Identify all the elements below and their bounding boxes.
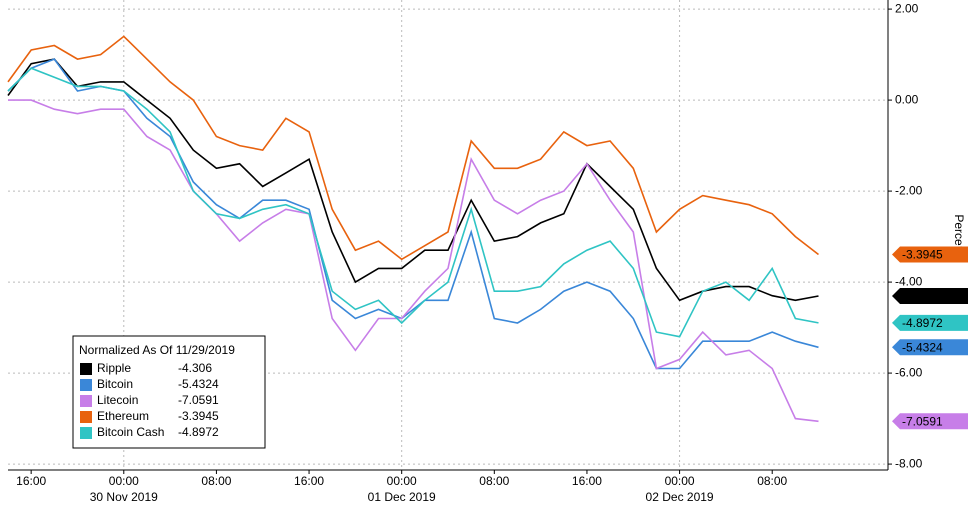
value-tag-label: -7.0591 xyxy=(902,414,943,428)
x-tick-label: 08:00 xyxy=(479,474,509,488)
x-tick-label: 00:00 xyxy=(109,474,139,488)
value-tag xyxy=(892,314,968,331)
y-tick-label: 0.00 xyxy=(895,92,919,106)
y-axis-label: Percent xyxy=(952,214,966,256)
legend-label: Bitcoin xyxy=(97,377,133,391)
x-tick-label: 16:00 xyxy=(16,474,46,488)
value-tag-label: -5.4324 xyxy=(902,340,943,354)
series-line xyxy=(7,58,819,302)
series-line xyxy=(7,35,819,261)
value-tag xyxy=(892,339,968,356)
x-tick-label: 16:00 xyxy=(572,474,602,488)
legend-label: Ethereum xyxy=(97,409,149,423)
legend-value: -4.306 xyxy=(178,361,212,375)
y-tick-label: 2.00 xyxy=(895,1,919,15)
value-tag xyxy=(892,246,968,263)
x-date-label: 30 Nov 2019 xyxy=(90,490,158,504)
x-tick-label: 16:00 xyxy=(294,474,324,488)
value-tag-label: -3.3945 xyxy=(902,248,943,262)
x-tick-label: 08:00 xyxy=(201,474,231,488)
legend-swatch xyxy=(80,411,92,423)
series-line xyxy=(7,67,819,338)
y-tick-label: -6.00 xyxy=(895,365,923,379)
legend-title: Normalized As Of 11/29/2019 xyxy=(79,343,235,357)
legend-value: -5.4324 xyxy=(178,377,219,391)
x-tick-label: 08:00 xyxy=(757,474,787,488)
x-date-label: 02 Dec 2019 xyxy=(646,490,714,504)
legend-swatch xyxy=(80,395,92,407)
legend-value: -4.8972 xyxy=(178,425,219,439)
value-tag-label: -4.8972 xyxy=(902,316,943,330)
value-tag xyxy=(892,288,968,305)
legend-label: Ripple xyxy=(97,361,131,375)
legend-label: Litecoin xyxy=(97,393,138,407)
y-tick-label: -2.00 xyxy=(895,183,923,197)
x-tick-label: 00:00 xyxy=(665,474,695,488)
value-tag-label: -4.306 xyxy=(902,289,936,303)
legend-swatch xyxy=(80,427,92,439)
y-tick-label: -8.00 xyxy=(895,456,923,470)
series-line xyxy=(8,99,819,423)
legend-value: -7.0591 xyxy=(178,393,219,407)
legend-box xyxy=(72,335,266,449)
x-tick-label: 00:00 xyxy=(387,474,417,488)
legend-label: Bitcoin Cash xyxy=(97,425,164,439)
value-tag xyxy=(892,413,968,430)
series-line xyxy=(7,58,819,370)
x-date-label: 01 Dec 2019 xyxy=(368,490,436,504)
legend-value: -3.3945 xyxy=(178,409,219,423)
legend: Normalized As Of 11/29/2019 Ripple -4.306 B… xyxy=(72,335,266,449)
legend-swatch xyxy=(80,363,92,375)
legend-swatch xyxy=(80,379,92,391)
y-tick-label: -4.00 xyxy=(895,274,923,288)
